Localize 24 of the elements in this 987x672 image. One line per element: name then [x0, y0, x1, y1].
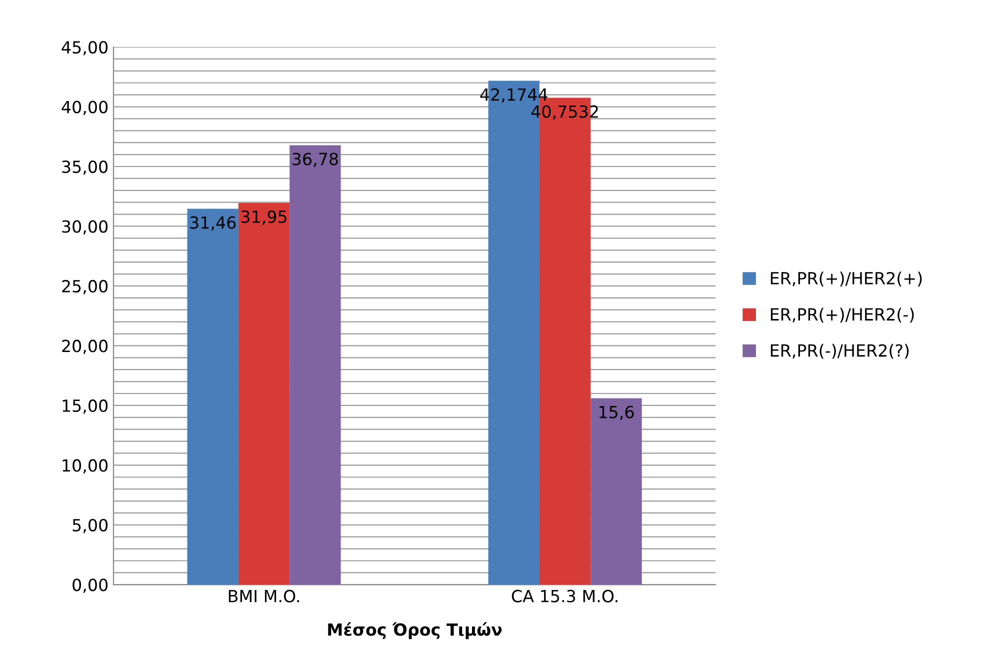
y-tick-label: 10,00 [62, 459, 108, 474]
data-label: 31,46 [190, 216, 236, 231]
y-tick-label: 35,00 [62, 160, 108, 175]
legend-label: ER,PR(-)/HER2(?) [770, 344, 909, 359]
y-tick-label: 5,00 [72, 518, 108, 534]
y-tick-label: 40,00 [62, 100, 108, 116]
x-tick-label: BMI M.O. [228, 590, 299, 602]
legend-label: ER,PR(+)/HER2(+) [770, 272, 922, 287]
bar [290, 145, 341, 585]
x-tick-label: CA 15.3 M.O. [512, 590, 618, 602]
bar [187, 208, 238, 585]
bar [238, 202, 290, 585]
y-tick-label: 45,00 [62, 41, 108, 56]
y-tick-label: 0,00 [72, 578, 108, 593]
y-tick-label: 30,00 [62, 220, 108, 235]
legend-label: ER,PR(+)/HER2(-) [770, 308, 914, 323]
bar [590, 398, 642, 585]
y-tick-label: 20,00 [62, 340, 108, 354]
data-label: 15,6 [600, 406, 634, 420]
x-axis-title: Μέσος Όρος Τιμών [328, 622, 502, 640]
data-label: 31,95 [241, 210, 286, 225]
data-label: 36,78 [292, 152, 338, 168]
y-tick-label: 25,00 [62, 280, 108, 294]
y-tick-label: 15,00 [62, 399, 108, 414]
